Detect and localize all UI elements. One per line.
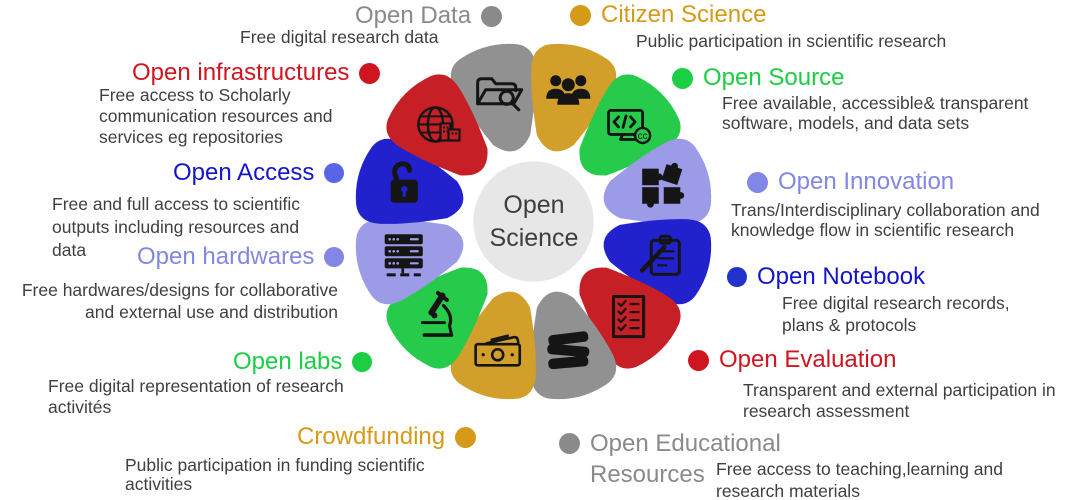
open-notebook-dot — [727, 267, 747, 288]
open-hardwares-title: Open hardwares — [137, 243, 315, 270]
label-open-evaluation: Open Evaluation — [688, 346, 897, 374]
crowdfunding-title: Crowdfunding — [297, 423, 446, 450]
description-open-labs: Free digital representation of research … — [48, 376, 344, 417]
center-circle — [473, 161, 594, 282]
open-infrastructures-dot — [359, 62, 381, 84]
open-source-dot — [672, 67, 693, 89]
description-citizen-science: Public participation in scientific resea… — [636, 31, 947, 51]
open-innovation-title: Open Innovation — [778, 168, 955, 195]
label-open-innovation: Open Innovation — [747, 168, 955, 196]
open-data-title: Open Data — [355, 2, 472, 29]
description-open-access: Free and full access to scientific outpu… — [52, 194, 301, 260]
label-citizen-science: Citizen Science — [570, 1, 767, 29]
center-label: Open Science — [463, 183, 605, 261]
description-open-data: Free digital research data — [240, 27, 439, 47]
checklist-icon — [612, 294, 646, 339]
description-crowdfunding: Public participation in funding scientif… — [125, 455, 425, 494]
money-icon — [474, 334, 522, 367]
open-evaluation-dot — [688, 349, 709, 371]
label-open-infrastructures: Open infrastructures — [132, 59, 381, 87]
citizen-science-dot — [570, 4, 591, 26]
books-stack-icon — [547, 331, 590, 370]
open-educational-resources-dot — [559, 433, 580, 454]
globe-buildings-icon — [417, 106, 461, 143]
petal-open-educational-resources — [531, 291, 617, 400]
open-source-title: Open Source — [703, 64, 845, 91]
people-group-icon — [546, 75, 591, 105]
description-open-educational-resources: Free access to teaching,learning and res… — [716, 459, 1003, 500]
petal-open-data — [450, 43, 536, 152]
open-hardwares-dot — [324, 247, 345, 268]
description-open-source: Free available, accessible& transparent … — [722, 93, 1029, 133]
description-open-hardwares: Free hardwares/designs for collaborative… — [21, 280, 338, 322]
padlock-open-icon — [390, 161, 418, 203]
center-line-2: Science — [489, 224, 579, 252]
open-labs-title: Open labs — [233, 348, 343, 375]
label-open-source: Open Source — [672, 64, 845, 92]
crowdfunding-dot — [455, 426, 477, 448]
label-open-labs: Open labs — [233, 348, 373, 376]
center-line-1: Open — [503, 191, 565, 219]
description-open-infrastructures: Free access to Scholarly communication r… — [99, 85, 333, 147]
clipboard-pen-icon — [639, 234, 681, 276]
label-open-data: Open Data — [355, 2, 503, 30]
citizen-science-title: Citizen Science — [601, 1, 767, 28]
label-open-hardwares: Open hardwares — [137, 243, 345, 271]
open-educational-resources-title: Open Educational Resources — [590, 430, 781, 488]
description-open-innovation: Trans/Interdisciplinary collaboration an… — [731, 200, 1040, 240]
petal-open-notebook — [603, 219, 712, 305]
server-icon — [384, 234, 423, 277]
svg-text:cc: cc — [638, 131, 648, 142]
open-data-dot — [481, 5, 503, 27]
description-open-evaluation: Transparent and external participation i… — [743, 380, 1056, 421]
code-monitor-icon: cc — [607, 108, 652, 145]
open-infrastructures-title: Open infrastructures — [132, 59, 350, 86]
puzzle-icon — [642, 162, 685, 208]
microscope-icon — [420, 290, 454, 337]
folder-search-icon — [476, 77, 524, 112]
label-open-notebook: Open Notebook — [727, 263, 926, 291]
open-access-dot — [324, 163, 345, 184]
open-notebook-title: Open Notebook — [757, 263, 926, 290]
label-open-educational-resources: Open Educational Resources — [559, 428, 781, 490]
flower-graphic: cc — [355, 43, 712, 400]
label-crowdfunding: Crowdfunding — [297, 423, 477, 451]
open-labs-dot — [352, 352, 373, 373]
open-access-title: Open Access — [173, 159, 315, 186]
open-innovation-dot — [747, 171, 768, 193]
open-evaluation-title: Open Evaluation — [719, 346, 897, 373]
label-open-access: Open Access — [173, 159, 345, 187]
description-open-notebook: Free digital research records, plans & p… — [782, 293, 1010, 335]
